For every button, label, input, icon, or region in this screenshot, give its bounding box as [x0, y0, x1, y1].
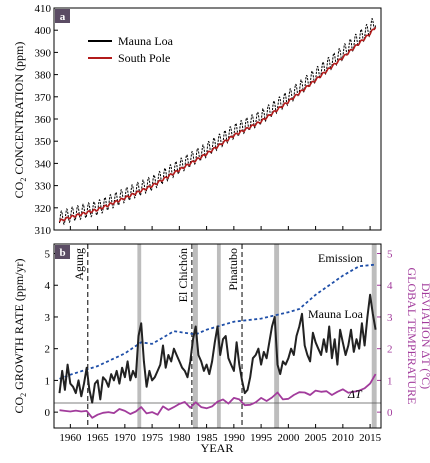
panel-b-y2tick-label: 2: [387, 344, 393, 356]
panel-b-xtick-label: 1970: [114, 432, 137, 444]
panel-a-ytick-label: 380: [35, 70, 52, 82]
panel-b-xtick-label: 2005: [305, 432, 328, 444]
panel-a-ytick-label: 310: [35, 225, 52, 237]
series-label-emission: Emission: [318, 251, 363, 265]
panel-b-xtick-label: 1980: [168, 432, 191, 444]
panel-b-series: [58, 263, 377, 419]
el-nino-band: [371, 244, 377, 428]
panel-b-y2tick-label: 5: [387, 249, 393, 261]
panel-b-ytick-label: 4: [45, 280, 51, 292]
panel-b-ytick-label: 1: [45, 375, 51, 387]
panel-a-ytick-label: 390: [35, 47, 52, 59]
eruption-label: Pinatubo: [226, 248, 240, 291]
panel-b-y2label-line1: GLOBAL TEMPERATURE: [405, 267, 419, 404]
panel-b-xtick-label: 1985: [196, 432, 219, 444]
panel-a-series: [58, 18, 377, 226]
panel-a-ytick-label: 360: [35, 114, 52, 126]
panel-b-ylabel: CO2 GROWTH RATE (ppm/yr): [12, 259, 28, 414]
series-label-mauna-loa: Mauna Loa: [308, 307, 364, 321]
panel-a-ylabel: CO2 CONCENTRATION (ppm): [12, 42, 28, 199]
legend-label-south-pole: South Pole: [118, 51, 170, 65]
panel-b-series-mauna-loa-growth: [58, 293, 377, 404]
panel-b-xtick-label: 2000: [277, 432, 300, 444]
panel-b-ytick-label: 2: [45, 344, 51, 356]
panel-b-xtick-label: 1965: [87, 432, 110, 444]
panel-a-ytick-label: 370: [35, 92, 52, 104]
panel-a-ytick-label: 410: [35, 3, 52, 15]
panel-a-legend: Mauna Loa South Pole: [88, 34, 174, 65]
panel-a-y-axis: 310 320 330 340 350 360 370 380 390 400 410: [35, 3, 371, 237]
panel-b-ytick-label: 5: [45, 249, 51, 261]
panel-b-xtick-label: 2010: [332, 432, 355, 444]
panel-a-ytick-label: 350: [35, 136, 52, 148]
panel-a-ytick-label: 320: [35, 203, 52, 215]
panel-a-label: a: [60, 11, 66, 23]
panel-b-series-emission: [59, 263, 376, 380]
panel-b-y2label-line2: DEVIATION ΔT (°C): [419, 283, 430, 389]
eruption-label: Agung: [72, 248, 86, 281]
eruption-label: El Chichón: [176, 248, 190, 302]
panel-b-label: b: [59, 247, 65, 259]
el-nino-band: [192, 244, 198, 428]
panel-b-y2tick-label: 4: [387, 280, 393, 292]
panel-b-y2tick-label: 1: [387, 375, 393, 387]
panel-b-border: [53, 243, 382, 429]
x-axis-label: YEAR: [201, 441, 234, 455]
panel-b-series-delta-t: [59, 373, 377, 419]
panel-b-y2tick-label: 3: [387, 312, 393, 324]
panel-b-xtick-label: 1975: [141, 432, 164, 444]
panel-b-xtick-label: 1995: [250, 432, 273, 444]
legend-label-mauna-loa: Mauna Loa: [118, 34, 174, 48]
panel-b-ytick-label: 3: [45, 312, 51, 324]
panel-b-xtick-label: 2015: [359, 432, 382, 444]
panel-b-xtick-label: 1960: [59, 432, 82, 444]
series-label-delta-t: ΔT: [347, 387, 363, 401]
panel-b-y2tick-label: 0: [387, 407, 393, 419]
panel-a-ytick-label: 330: [35, 181, 52, 193]
panel-b-ytick-label: 0: [45, 407, 51, 419]
panel-a-frame: [53, 7, 382, 231]
eruption-markers: Agung El Chichón Pinatubo: [72, 244, 243, 428]
panel-b-xtick-label: 1990: [223, 432, 246, 444]
panel-a-ytick-label: 340: [35, 158, 52, 170]
panel-b-axes: 0 1 2 3 4 5 0 1 2 3 4 5 1960 1965 1970 1975 1980 1985 1990…: [45, 249, 394, 444]
panel-a-ytick-label: 400: [35, 25, 52, 37]
panel-a-series-south-pole: [58, 26, 377, 223]
panel-b-badge: [55, 245, 70, 259]
panel-a-badge: [55, 9, 70, 23]
